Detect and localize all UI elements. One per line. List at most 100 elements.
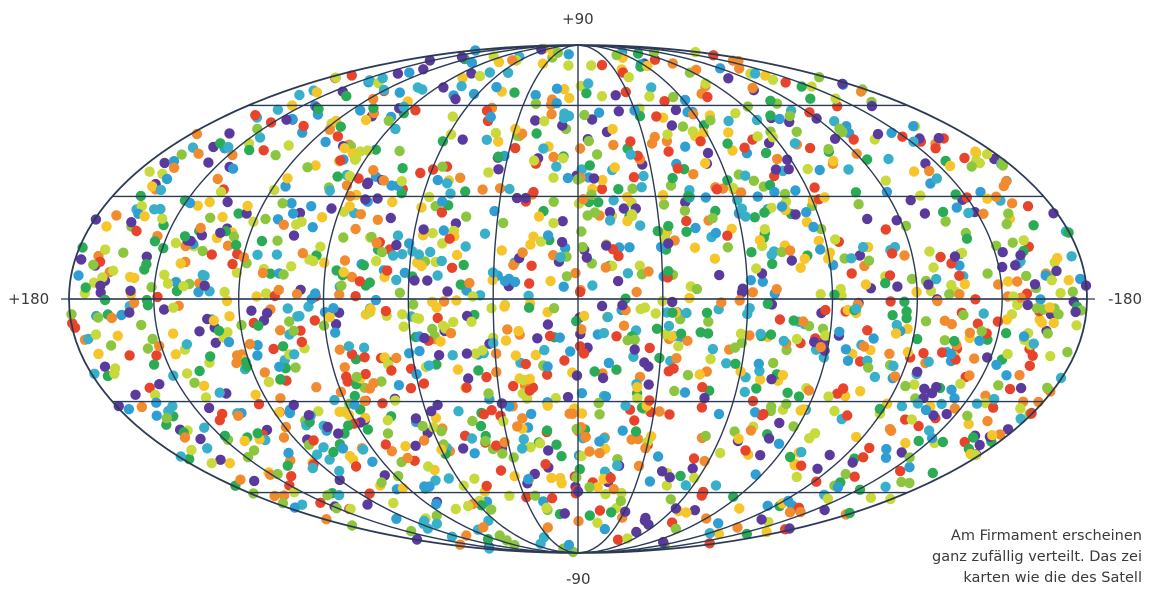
data-point bbox=[964, 370, 975, 381]
data-point bbox=[396, 176, 407, 187]
data-point bbox=[557, 216, 568, 227]
data-point bbox=[790, 209, 801, 220]
data-point bbox=[483, 388, 494, 399]
data-point bbox=[1063, 275, 1074, 286]
data-point bbox=[681, 507, 692, 518]
data-point bbox=[796, 446, 807, 458]
data-point bbox=[534, 438, 546, 449]
north-pole-label: +90 bbox=[562, 10, 594, 28]
data-point bbox=[702, 91, 713, 103]
data-point bbox=[360, 114, 372, 126]
data-point bbox=[350, 461, 362, 472]
data-point bbox=[463, 373, 474, 384]
data-point bbox=[391, 513, 402, 524]
data-point bbox=[559, 508, 570, 519]
data-point bbox=[524, 278, 535, 289]
data-point bbox=[457, 134, 468, 145]
data-point bbox=[668, 91, 679, 103]
data-point bbox=[334, 289, 345, 300]
data-point bbox=[1004, 383, 1016, 395]
data-point bbox=[840, 468, 851, 480]
data-point bbox=[248, 445, 260, 456]
data-point bbox=[339, 362, 350, 373]
data-point bbox=[971, 398, 983, 409]
data-point bbox=[838, 383, 849, 394]
data-point bbox=[592, 517, 603, 528]
data-point bbox=[1010, 260, 1021, 271]
data-point bbox=[883, 153, 894, 165]
data-point bbox=[651, 323, 663, 334]
data-point bbox=[253, 399, 265, 410]
data-point bbox=[215, 227, 226, 238]
data-point bbox=[880, 481, 891, 492]
data-point bbox=[341, 90, 352, 102]
data-point bbox=[959, 279, 970, 290]
data-point bbox=[757, 276, 768, 287]
data-point bbox=[1008, 291, 1019, 302]
data-point bbox=[397, 249, 408, 260]
data-point bbox=[707, 213, 718, 224]
data-point bbox=[937, 206, 949, 218]
data-point bbox=[283, 140, 294, 151]
data-point bbox=[431, 302, 442, 313]
data-point bbox=[89, 368, 100, 379]
data-point bbox=[418, 435, 430, 446]
data-point bbox=[326, 203, 337, 214]
data-point bbox=[129, 272, 140, 284]
data-point bbox=[584, 446, 595, 457]
data-point bbox=[563, 60, 574, 71]
data-point bbox=[689, 505, 701, 516]
data-point bbox=[770, 164, 782, 175]
data-point bbox=[864, 442, 875, 454]
data-point bbox=[387, 196, 398, 208]
data-point bbox=[318, 442, 329, 453]
data-point bbox=[596, 300, 608, 312]
data-point bbox=[343, 420, 354, 431]
data-point bbox=[758, 408, 769, 420]
data-point bbox=[578, 194, 589, 205]
data-point bbox=[608, 195, 619, 206]
data-point bbox=[517, 413, 528, 424]
data-point bbox=[815, 289, 826, 300]
data-point bbox=[106, 312, 118, 324]
data-point bbox=[116, 309, 127, 321]
scatter-points bbox=[66, 43, 1092, 558]
data-point bbox=[88, 259, 99, 270]
data-point bbox=[151, 410, 162, 421]
data-point bbox=[215, 454, 226, 465]
data-point bbox=[980, 390, 991, 401]
data-point bbox=[431, 510, 442, 521]
data-point bbox=[101, 221, 112, 232]
data-point bbox=[600, 489, 611, 500]
data-point bbox=[574, 143, 586, 154]
data-point bbox=[551, 161, 562, 172]
data-point bbox=[250, 110, 261, 121]
data-point bbox=[288, 230, 300, 241]
data-point bbox=[463, 500, 474, 512]
data-point bbox=[208, 315, 220, 326]
data-point bbox=[689, 242, 701, 253]
data-point bbox=[812, 463, 823, 474]
data-point bbox=[494, 183, 506, 194]
data-point bbox=[688, 169, 699, 180]
data-point bbox=[392, 230, 404, 241]
data-point bbox=[339, 255, 351, 266]
data-point bbox=[131, 225, 142, 237]
data-point bbox=[664, 472, 675, 483]
data-point bbox=[233, 410, 244, 421]
data-point bbox=[865, 492, 877, 503]
data-point bbox=[980, 397, 991, 409]
data-point bbox=[1007, 237, 1018, 248]
data-point bbox=[461, 382, 472, 393]
data-point bbox=[313, 406, 324, 417]
data-point bbox=[445, 188, 456, 199]
data-point bbox=[528, 155, 540, 166]
data-point bbox=[193, 286, 204, 298]
data-point bbox=[558, 281, 569, 292]
data-point bbox=[493, 56, 505, 68]
data-point bbox=[884, 348, 895, 359]
data-point bbox=[923, 356, 934, 367]
data-point bbox=[592, 482, 603, 493]
data-point bbox=[155, 203, 166, 215]
data-point bbox=[603, 357, 615, 369]
